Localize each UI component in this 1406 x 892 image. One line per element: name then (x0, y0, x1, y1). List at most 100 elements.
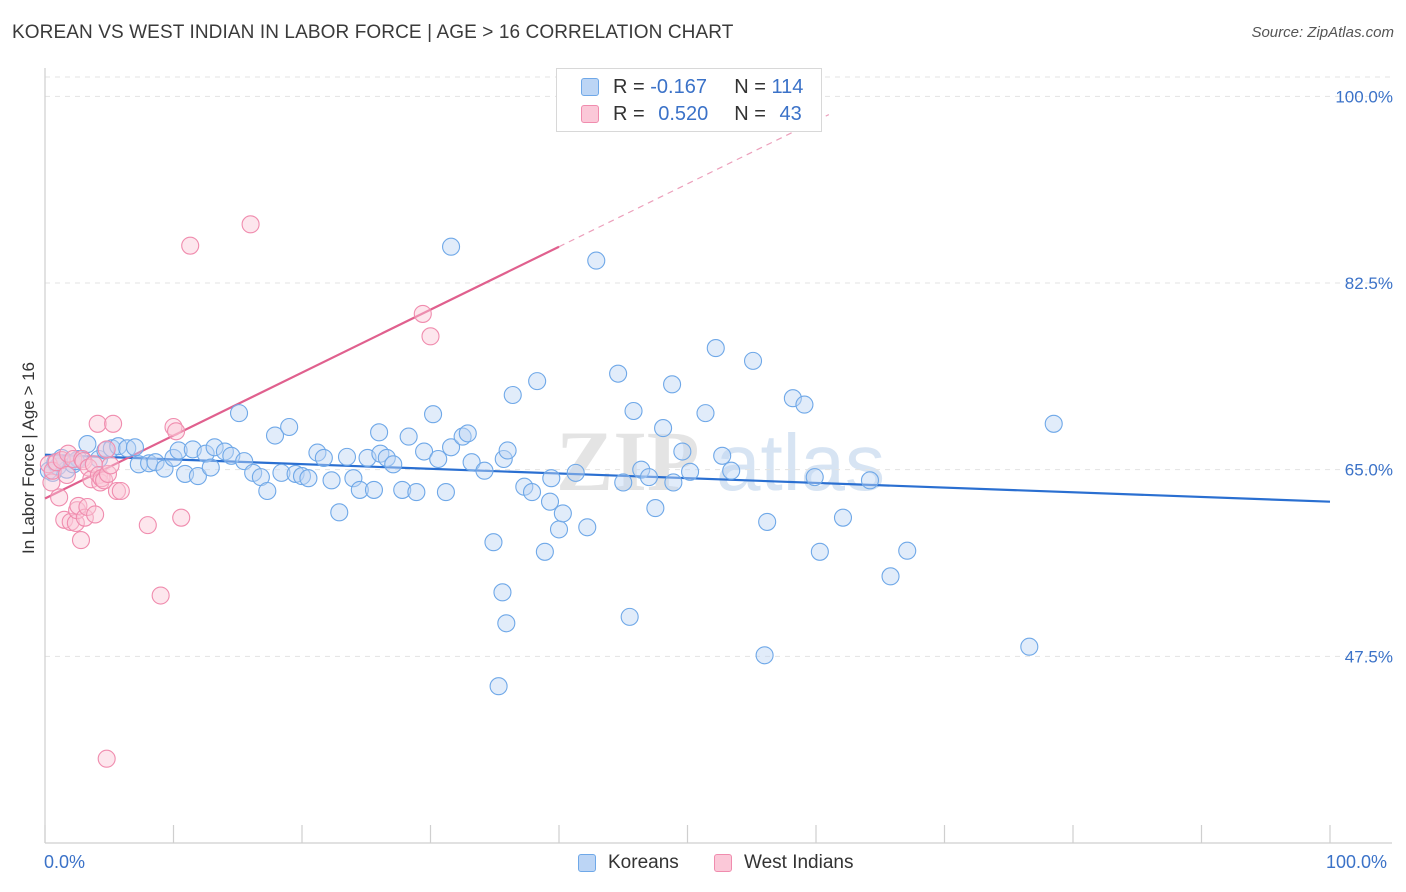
y-tick-label: 82.5% (1345, 274, 1393, 293)
korean-point (663, 375, 682, 394)
legend-n-label: N = (734, 102, 772, 125)
korean-point (475, 461, 494, 480)
korean-point (624, 401, 643, 421)
korean-point (146, 453, 165, 472)
y-tick-label: 65.0% (1345, 461, 1393, 480)
korean-point (795, 395, 814, 414)
west-indian-point (138, 516, 157, 535)
legend-n-label: N = (734, 75, 772, 98)
legend-r-value: -0.167 (650, 75, 707, 98)
bottom-legend-koreans: Koreans (578, 852, 679, 874)
west-indian-point (71, 531, 91, 550)
korean-point (169, 441, 188, 460)
korean-point (118, 439, 137, 458)
korean-point (393, 480, 412, 499)
west-indian-point (88, 414, 107, 433)
korean-point (314, 448, 333, 467)
west-indian-trend-line (44, 245, 560, 500)
korean-point (370, 423, 389, 442)
korean-point (664, 473, 683, 492)
y-tick-labels: 47.5% 65.0% 82.5% 100.0% (1335, 87, 1393, 666)
west-indian-point (97, 749, 116, 768)
korean-point (860, 471, 880, 490)
korean-point (330, 503, 349, 522)
korean-point (429, 449, 448, 469)
chart-title: KOREAN VS WEST INDIAN IN LABOR FORCE | A… (12, 22, 734, 43)
scatter-points (39, 215, 1063, 768)
korean-point (758, 512, 777, 531)
korean-point (125, 438, 144, 457)
korean-point (299, 469, 318, 488)
korean-point (442, 438, 461, 457)
korean-point (542, 469, 561, 488)
korean-point (229, 404, 249, 423)
source-label: Source: ZipAtlas.com (1251, 24, 1394, 41)
korean-point (810, 542, 829, 561)
korean-point (722, 461, 741, 480)
korean-point (898, 541, 917, 560)
west-indian-point (78, 497, 97, 517)
y-tick-label: 47.5% (1345, 647, 1393, 666)
korean-point (188, 467, 207, 486)
korean-point (578, 518, 597, 537)
korean-point (384, 455, 403, 474)
west-indian-point (181, 236, 200, 255)
y-axis-title: In Labor Force | Age > 16 (19, 362, 38, 554)
bottom-legend-swatch-west-indians (714, 854, 732, 872)
korean-point (522, 483, 542, 502)
korean-point (614, 473, 633, 492)
legend-swatch-koreans (581, 78, 599, 96)
bottom-legend-label-west-indians: West Indians (744, 852, 854, 873)
west-indian-point (101, 456, 120, 475)
korean-point (337, 447, 357, 466)
korean-point (587, 251, 606, 270)
korean-point (632, 460, 651, 479)
korean-point (322, 471, 341, 490)
svg-text:ZIP: ZIP (556, 413, 699, 509)
korean-point (696, 404, 715, 423)
west-indian-point (167, 422, 186, 441)
korean-point (566, 463, 585, 482)
korean-point (881, 567, 900, 586)
x-tick-min: 0.0% (44, 852, 86, 872)
korean-point (489, 677, 508, 696)
west-indian-point (104, 414, 123, 433)
stats-legend: R = -0.167 N = 114 R = 0.520 N = 43 (556, 68, 822, 132)
korean-point (553, 504, 572, 523)
bottom-legend-swatch-koreans (578, 854, 596, 872)
korean-point (1044, 414, 1063, 433)
korean-point (458, 424, 477, 443)
west-indian-point (413, 304, 432, 323)
west-indian-point (57, 465, 76, 485)
legend-swatch-west-indians (581, 105, 599, 123)
y-tick-label: 100.0% (1335, 87, 1393, 106)
korean-point (272, 463, 291, 482)
korean-point (783, 389, 802, 408)
korean-point (415, 442, 434, 461)
korean-point (609, 364, 628, 383)
gridlines (45, 76, 1392, 657)
legend-row-west-indians: R = 0.520 N = 43 (581, 101, 802, 127)
legend-n-value: 43 (779, 102, 802, 125)
korean-point (399, 427, 418, 446)
korean-point (681, 462, 700, 481)
legend-r-value: 0.520 (658, 102, 709, 125)
korean-point (424, 405, 443, 424)
korean-point (713, 446, 732, 465)
west-indian-point (69, 496, 88, 515)
west-indian-point (86, 505, 105, 524)
west-indian-point (79, 458, 98, 477)
korean-point (549, 520, 569, 539)
korean-point (639, 468, 659, 487)
west-indian-point (241, 215, 260, 234)
korean-point (364, 480, 384, 499)
korean-point (377, 448, 396, 467)
korean-point (833, 508, 853, 527)
korean-point (350, 480, 369, 499)
korean-point (497, 614, 516, 633)
korean-point (498, 441, 517, 460)
korean-point (535, 542, 554, 561)
korean-point (196, 444, 215, 463)
korean-point (503, 385, 522, 405)
